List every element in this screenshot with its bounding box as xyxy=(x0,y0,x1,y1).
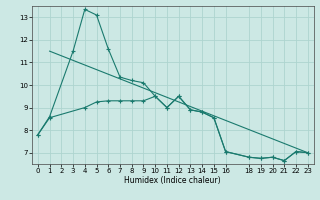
X-axis label: Humidex (Indice chaleur): Humidex (Indice chaleur) xyxy=(124,176,221,185)
